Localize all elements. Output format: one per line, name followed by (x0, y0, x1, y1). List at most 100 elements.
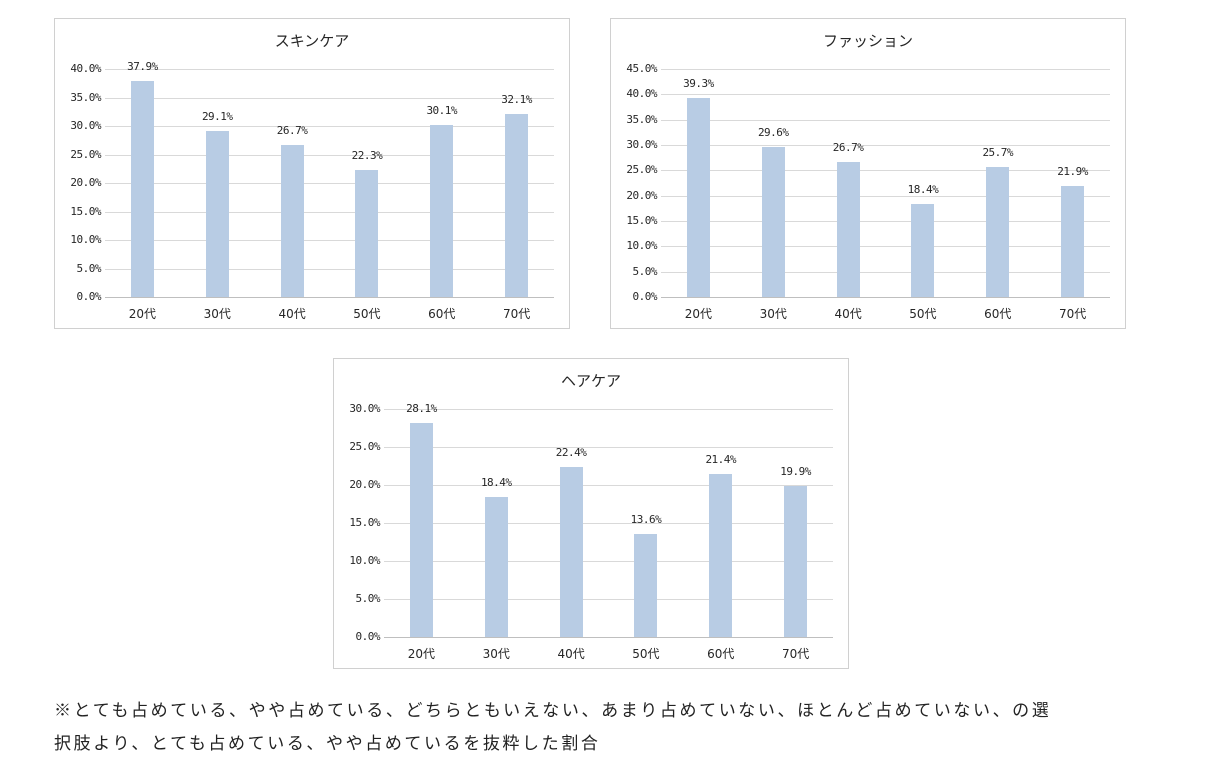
gridline (384, 447, 833, 448)
x-tick-label: 70代 (781, 647, 810, 661)
y-tick-label: 35.0% (626, 112, 657, 126)
gridline (105, 268, 554, 270)
gridline (105, 69, 554, 70)
data-label: 21.4% (705, 453, 737, 467)
chart-skincare: スキンケア 37.9% 20代 29.1% 30代 26.7% 40代 22.3% 50代 30… (54, 18, 570, 329)
y-tick-label: 10.0% (626, 239, 657, 253)
y-tick-label: 40.0% (626, 87, 657, 101)
x-tick-label: 40代 (834, 307, 862, 321)
chart-title: ヘアケア (560, 372, 621, 390)
bar (505, 114, 529, 297)
bar (559, 466, 583, 637)
y-tick-label: 20.0% (70, 176, 101, 189)
plot-area: 37.9% 20代 29.1% 30代 26.7% 40代 22.3% 50代 30.1% 60代… (105, 60, 554, 321)
bar (355, 169, 379, 297)
y-tick-label: 35.0% (70, 90, 101, 104)
gridline (384, 485, 833, 486)
footnote-line-1: ※とても占めている、やや占めている、どちらともいえない、あまり占めていない、ほと… (54, 701, 1052, 721)
bar (1061, 186, 1085, 297)
bar (130, 80, 154, 297)
x-tick-label: 20代 (684, 307, 713, 321)
data-label: 32.1% (501, 93, 532, 107)
gridline (661, 246, 1110, 248)
data-label: 29.6% (757, 126, 789, 140)
gridline (105, 97, 554, 99)
y-tick-label: 25.0% (349, 440, 380, 453)
x-tick-label: 60代 (984, 307, 1012, 321)
chart-fashion: ファッション 39.3% 20代 29.6% 30代 26.7% 40代 18.4% 50代 2… (610, 18, 1126, 329)
x-axis-line (105, 297, 554, 298)
chart-haircare: ヘアケア 28.1% 20代 18.4% 30代 22.4% 40代 13.6% 50代 21.… (333, 358, 849, 669)
bar (280, 144, 304, 297)
gridline (661, 221, 1110, 222)
x-tick-label: 50代 (353, 307, 381, 321)
chart-title: ファッション (822, 32, 913, 50)
bar (709, 474, 733, 637)
y-tick-label: 15.0% (626, 214, 657, 227)
y-tick-label: 10.0% (349, 554, 380, 567)
x-tick-label: 20代 (407, 647, 436, 661)
bar (986, 166, 1010, 297)
bar (911, 203, 935, 297)
bar (761, 147, 785, 297)
y-tick-label: 0.0% (355, 630, 381, 643)
data-label: 13.6% (630, 512, 662, 526)
bar (205, 131, 229, 297)
x-tick-label: 60代 (428, 307, 456, 321)
gridline (384, 599, 833, 600)
data-label: 22.3% (351, 148, 383, 162)
gridline (384, 409, 833, 410)
x-tick-label: 20代 (128, 307, 157, 321)
gridline (105, 154, 554, 156)
data-label: 25.7% (982, 145, 1014, 159)
gridline (661, 145, 1110, 146)
data-label: 37.9% (127, 59, 158, 73)
y-tick-label: 40.0% (70, 62, 101, 75)
chart-title: スキンケア (274, 32, 350, 50)
y-tick-label: 20.0% (349, 478, 380, 491)
data-label: 30.1% (426, 104, 458, 118)
bar (686, 97, 710, 297)
x-tick-label: 70代 (502, 307, 531, 321)
data-label: 26.7% (276, 123, 308, 137)
gridline (384, 523, 833, 524)
x-tick-label: 60代 (707, 647, 735, 661)
gridline (661, 195, 1110, 197)
data-label: 18.4% (907, 182, 939, 196)
y-tick-label: 5.0% (632, 264, 658, 278)
y-tick-label: 30.0% (626, 138, 657, 151)
footnote: ※とても占めている、やや占めている、どちらともいえない、あまり占めていない、ほと… (54, 695, 1154, 761)
bar (430, 125, 454, 297)
bar (836, 161, 860, 297)
y-tick-label: 25.0% (70, 147, 101, 161)
data-label: 19.9% (780, 464, 811, 478)
x-tick-label: 50代 (632, 647, 660, 661)
gridline (384, 561, 833, 562)
gridline (661, 69, 1110, 70)
gridline (105, 183, 554, 184)
y-tick-label: 45.0% (626, 62, 657, 75)
data-label: 21.9% (1057, 165, 1088, 179)
y-tick-label: 5.0% (76, 261, 102, 275)
gridline (105, 126, 554, 127)
x-tick-label: 50代 (909, 307, 937, 321)
x-axis-line (661, 297, 1110, 298)
bar (784, 485, 808, 637)
y-tick-label: 5.0% (355, 592, 381, 605)
x-tick-label: 40代 (278, 307, 306, 321)
x-tick-label: 70代 (1058, 307, 1087, 321)
data-label: 22.4% (555, 445, 587, 459)
gridline (105, 240, 554, 241)
gridline (661, 119, 1110, 121)
gridline (661, 170, 1110, 172)
y-tick-label: 25.0% (626, 163, 657, 177)
y-tick-label: 20.0% (626, 188, 657, 202)
x-tick-label: 30代 (482, 647, 510, 661)
data-label: 28.1% (406, 402, 437, 416)
bar (484, 497, 508, 637)
data-label: 39.3% (683, 76, 714, 90)
bar (409, 423, 433, 637)
y-tick-label: 0.0% (632, 290, 658, 303)
plot-area: 28.1% 20代 18.4% 30代 22.4% 40代 13.6% 50代 21.4% 60代… (384, 402, 833, 661)
bar (634, 533, 658, 637)
